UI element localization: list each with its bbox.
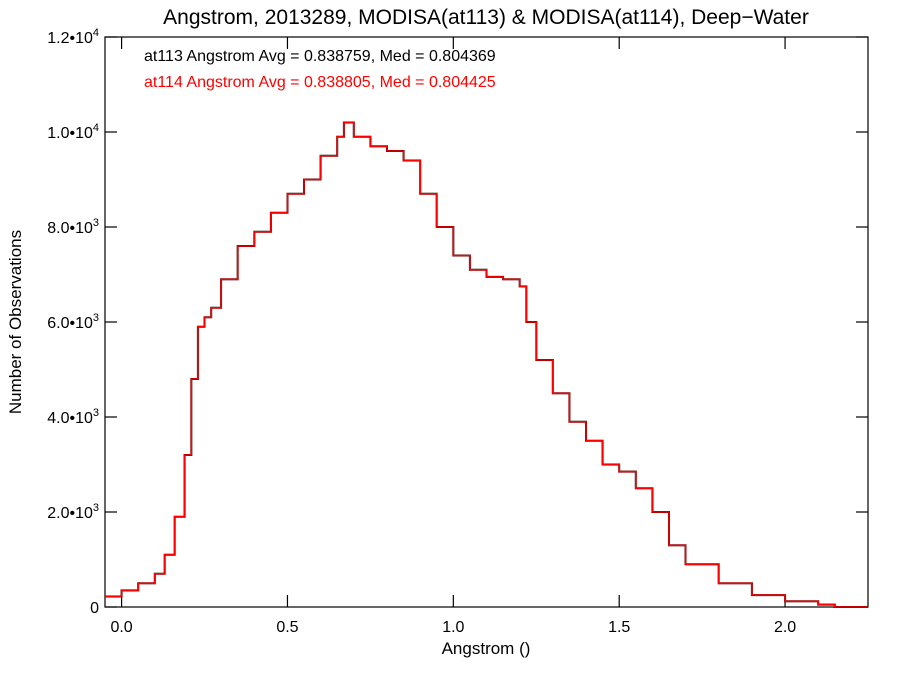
y-tick-mantissa: 1.0•10 <box>47 125 93 142</box>
y-tick-exponent: 4 <box>93 122 99 134</box>
y-tick-label: 4.0•103 <box>47 407 99 427</box>
x-tick-label: 0.5 <box>276 619 298 636</box>
y-tick-exponent: 4 <box>93 27 99 39</box>
y-tick-label: 1.0•104 <box>47 122 99 142</box>
series-line-at114 <box>105 121 868 608</box>
legend-annotations: at113 Angstrom Avg = 0.838759, Med = 0.8… <box>144 48 496 91</box>
y-tick-label: 6.0•103 <box>47 312 99 332</box>
y-tick-label: 0 <box>90 600 99 617</box>
y-tick-label: 2.0•103 <box>47 502 99 522</box>
y-tick-exponent: 3 <box>93 217 99 229</box>
x-tick-label: 0.0 <box>110 619 132 636</box>
y-tick-label: 8.0•103 <box>47 217 99 237</box>
y-tick-exponent: 3 <box>93 312 99 324</box>
annotation-line: at114 Angstrom Avg = 0.838805, Med = 0.8… <box>144 74 496 91</box>
x-tick-label: 1.5 <box>608 619 630 636</box>
y-axis-label: Number of Observations <box>6 230 25 414</box>
y-tick-mantissa: 2.0•10 <box>47 505 93 522</box>
y-tick-mantissa: 4.0•10 <box>47 410 93 427</box>
y-tick-mantissa: 0 <box>90 600 99 617</box>
y-tick-label: 1.2•104 <box>47 27 99 47</box>
x-axis-ticks: 0.0 0.5 1.0 1.5 2.0 <box>110 37 796 636</box>
y-tick-exponent: 3 <box>93 502 99 514</box>
y-tick-exponent: 3 <box>93 407 99 419</box>
series-group <box>105 121 868 608</box>
y-tick-mantissa: 6.0•10 <box>47 315 93 332</box>
x-axis-label: Angstrom () <box>442 639 531 658</box>
y-tick-mantissa: 1.2•10 <box>47 30 93 47</box>
y-tick-mantissa: 8.0•10 <box>47 220 93 237</box>
annotation-line: at113 Angstrom Avg = 0.838759, Med = 0.8… <box>144 48 496 65</box>
x-tick-label: 1.0 <box>442 619 464 636</box>
y-axis-ticks: 02.0•1034.0•1036.0•1038.0•1031.0•1041.2•… <box>47 27 868 617</box>
chart-title: Angstrom, 2013289, MODISA(at113) & MODIS… <box>163 6 809 29</box>
x-tick-label: 2.0 <box>774 619 796 636</box>
